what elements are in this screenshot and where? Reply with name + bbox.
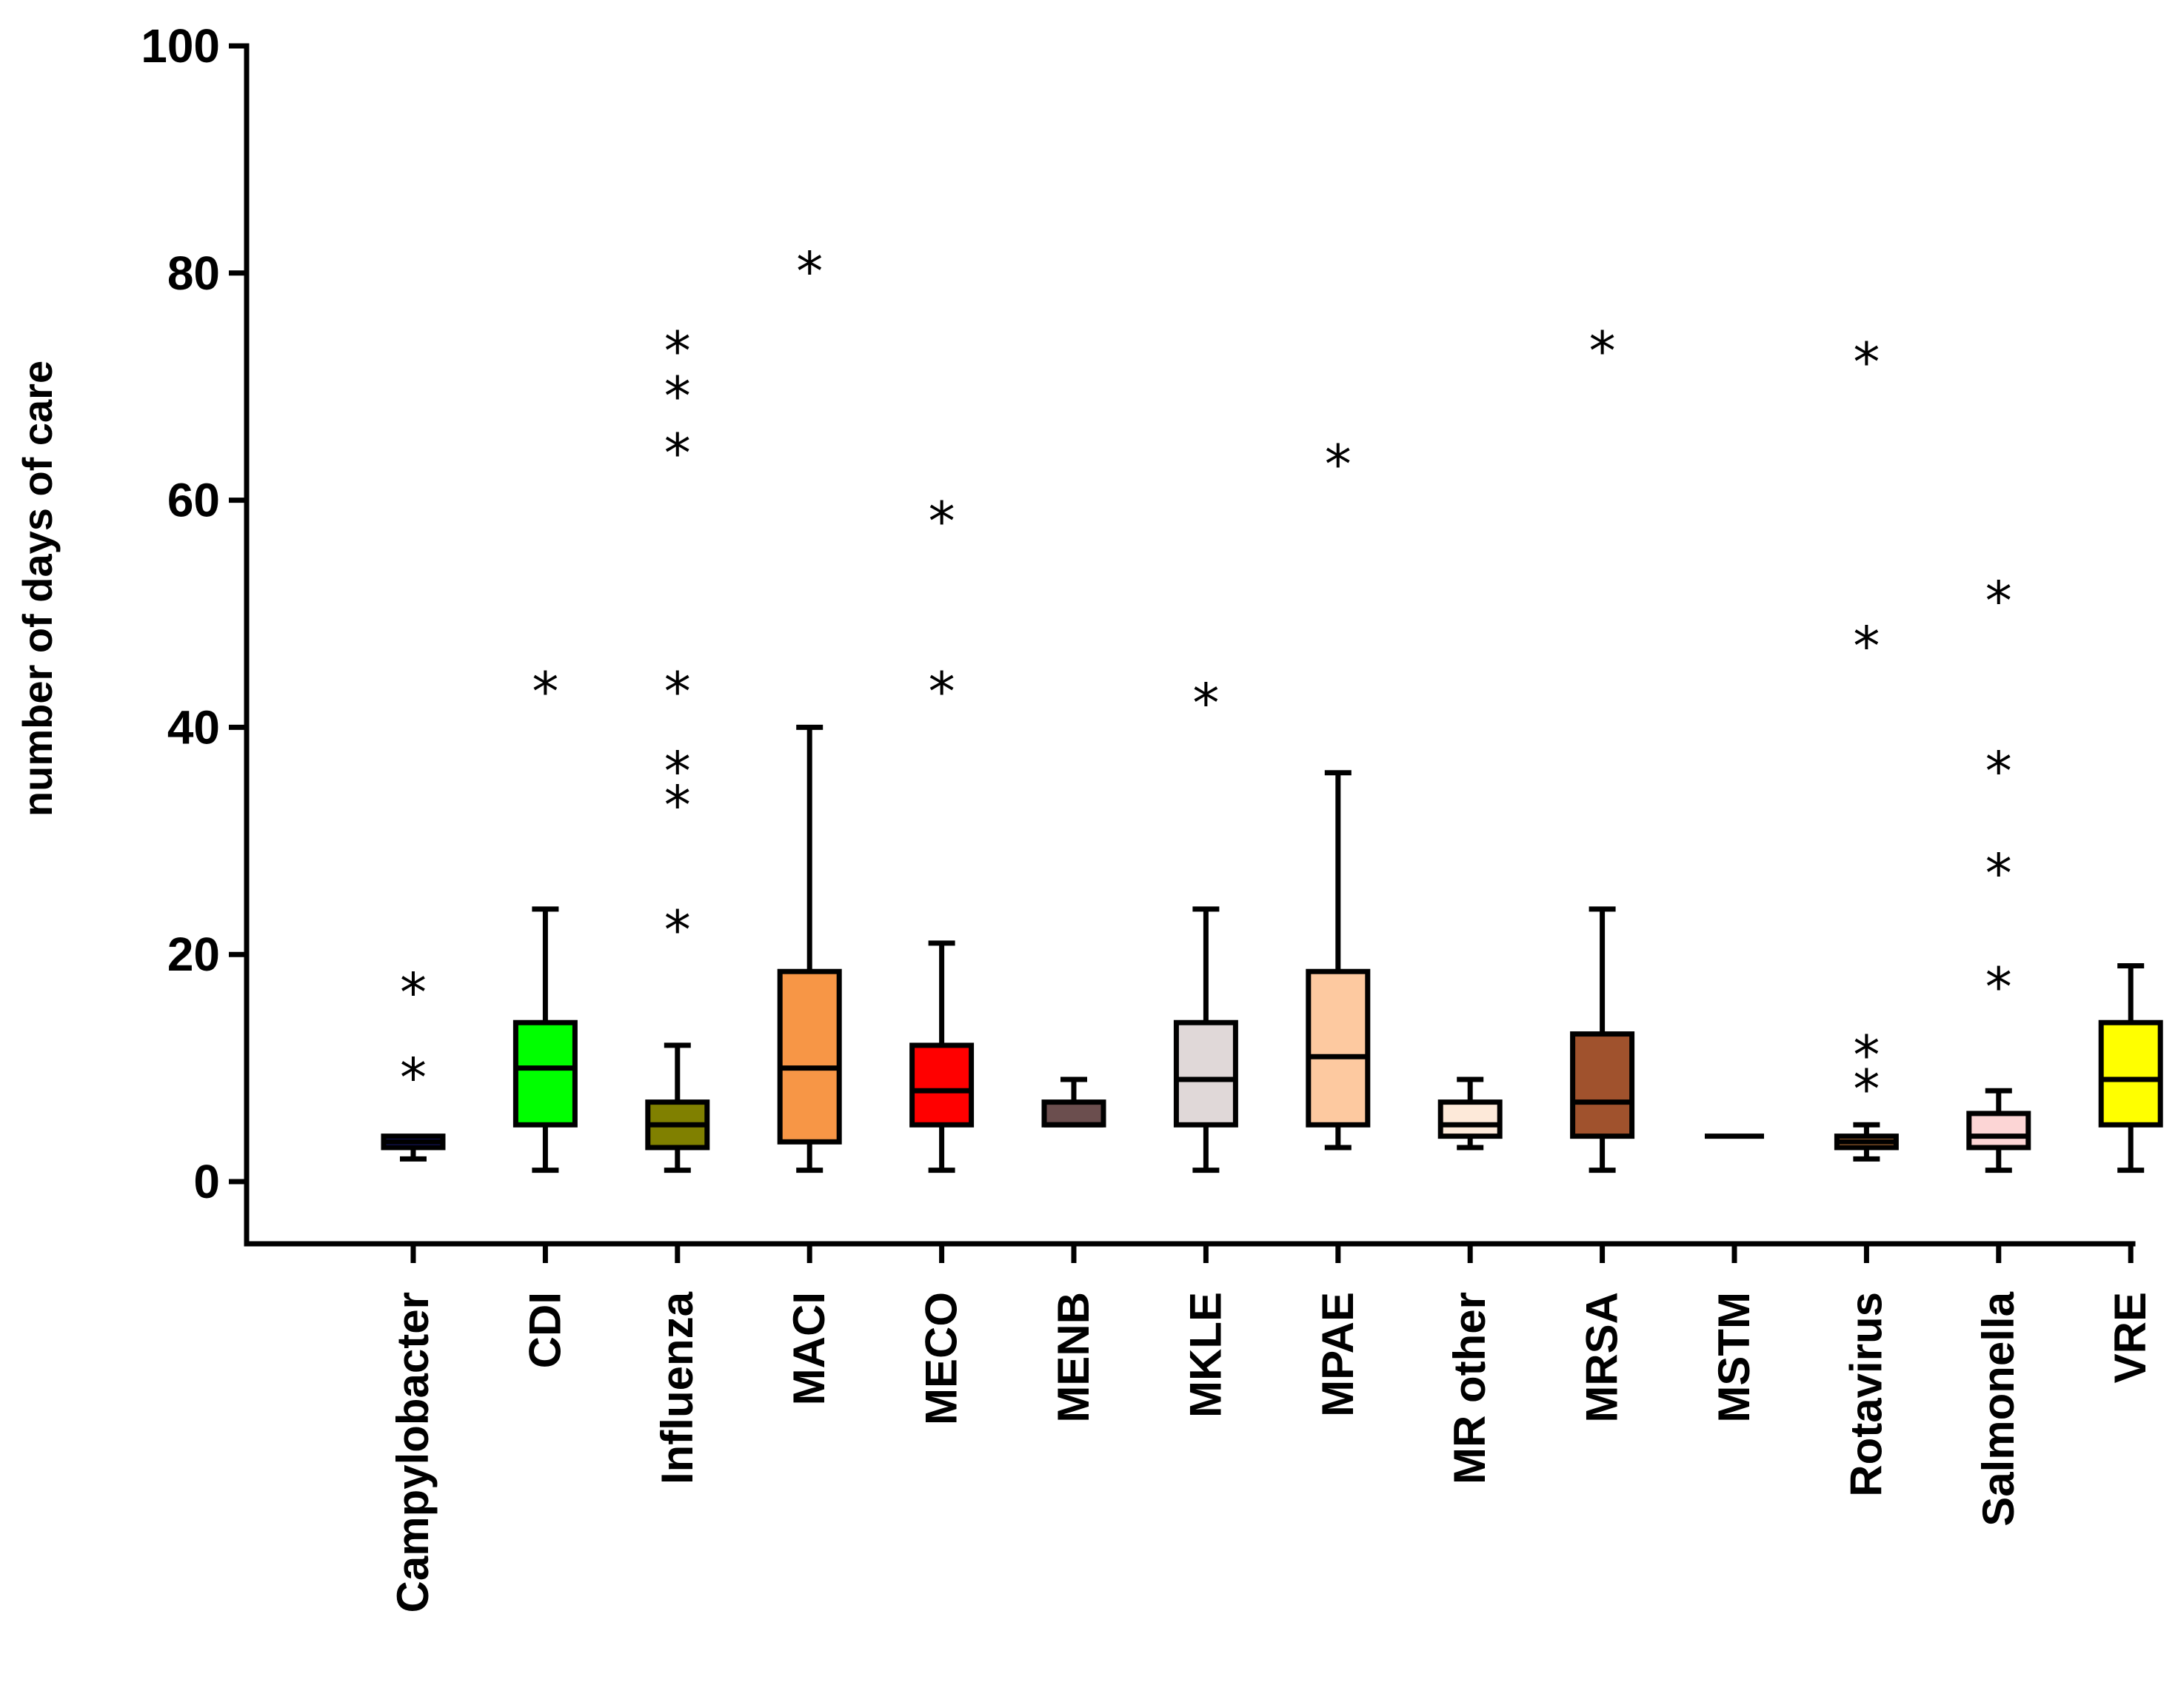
axes-group: 0 20 40 60 80 100 [141,19,2136,1247]
box-group-meco: ** [909,490,975,1263]
outlier-marker: * [664,365,691,427]
outlier-marker: * [1589,320,1616,382]
outlier-marker: * [1325,433,1352,495]
box-iqr [1306,968,1371,1128]
box-group-mpae: * [1306,433,1371,1263]
outlier-marker: * [1192,672,1219,734]
box-group-mkle: * [1173,672,1238,1263]
boxes-group: ************************ [381,240,2163,1263]
category-label: MACI [784,1292,834,1405]
outlier-marker: * [1985,569,2012,632]
outlier-marker: * [1853,615,1880,677]
outlier-marker: * [1853,1058,1880,1120]
outlier-marker: * [664,422,691,484]
y-tick-label: 100 [141,19,220,73]
outlier-marker: * [1985,956,2012,1018]
y-tick-label: 60 [167,474,220,527]
outlier-marker: * [400,962,427,1024]
outlier-marker: * [1853,331,1880,393]
outlier-marker: * [796,240,823,302]
outlier-marker: * [664,660,691,723]
box-iqr [2098,1019,2163,1128]
box-iqr [512,1019,578,1128]
y-tick-label: 0 [193,1155,220,1208]
labels-group: Campylobacter CDI Influenza MACI MECO MENB MKL… [388,1291,2155,1612]
category-label: MRSA [1577,1292,1627,1423]
category-label: MR other [1445,1292,1494,1484]
outlier-marker: * [664,740,691,802]
y-axis-title: number of days of care [14,361,61,817]
box-group-menb [1041,1076,1106,1263]
outlier-marker: * [1853,1024,1880,1086]
category-label: Influenza [652,1291,702,1484]
category-label: MPAE [1313,1292,1363,1417]
box-iqr [1173,1019,1238,1128]
box-group-salmonella: * * * * [1966,569,2031,1263]
category-label: Rotavirus [1841,1292,1891,1497]
category-label: MECO [917,1292,966,1425]
outlier-marker: * [1985,842,2012,904]
box-iqr [1041,1099,1106,1128]
y-tick-label: 40 [167,700,220,754]
box-iqr [1437,1099,1503,1139]
box-group-mr-other [1437,1076,1503,1263]
category-label: MKLE [1180,1292,1230,1418]
category-label: CDI [520,1292,569,1368]
outlier-marker: * [532,660,558,723]
outlier-marker: * [1985,740,2012,802]
category-label: MSTM [1709,1292,1759,1423]
y-tick-label: 20 [167,928,220,981]
box-group-rotavirus: **** [1834,331,1899,1263]
box-iqr [1570,1031,1635,1139]
box-group-influenza: ******* [645,320,710,1263]
y-tick-label: 80 [167,247,220,300]
box-group-mstm [1705,1133,1764,1263]
box-group-mrsa: * [1570,320,1635,1263]
box-group-campylobacter: ** [381,962,446,1263]
category-label: MENB [1049,1292,1098,1423]
outlier-marker: * [664,320,691,382]
box-iqr [777,968,842,1145]
box-group-cdi: * [512,660,578,1263]
outlier-marker: * [664,899,691,961]
outlier-marker: * [664,774,691,836]
box-iqr [909,1042,975,1128]
outlier-marker: * [929,490,955,552]
outlier-marker: * [400,1047,427,1109]
category-label: VRE [2105,1292,2155,1383]
box-iqr [1966,1111,2031,1151]
box-group-maci: * [777,240,842,1263]
category-label: Campylobacter [388,1292,438,1612]
category-label: Salmonella [1974,1291,2023,1526]
box-group-vre [2098,963,2163,1263]
outlier-marker: * [929,660,955,723]
